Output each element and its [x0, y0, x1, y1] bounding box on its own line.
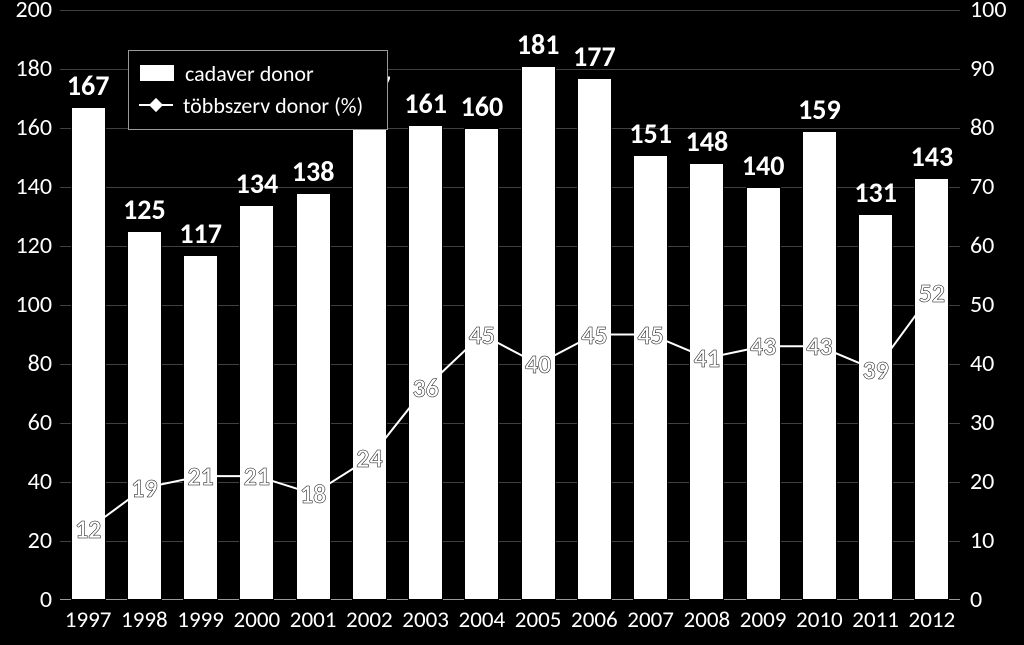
x-tick: 2011: [852, 606, 899, 634]
x-tick: 2000: [234, 606, 281, 634]
chart-legend: cadaver donor többszerv donor (%): [128, 50, 388, 130]
y-left-tick: 160: [0, 116, 52, 140]
y-right-tick: 30: [970, 411, 994, 435]
y-left-tick: 140: [0, 175, 52, 199]
x-tick: 2001: [290, 606, 337, 634]
x-tick: 2005: [515, 606, 562, 634]
y-right-tick: 50: [970, 293, 994, 317]
y-right-tick: 60: [970, 234, 994, 258]
y-left-tick: 20: [0, 529, 52, 553]
x-tick: 2008: [684, 606, 731, 634]
legend-item: cadaver donor: [139, 57, 377, 89]
donor-chart: 1671251171341381671611601811771511481401…: [0, 0, 1024, 645]
x-tick: 2010: [796, 606, 843, 634]
y-left-tick: 120: [0, 234, 52, 258]
line-value-label: 43: [750, 330, 776, 362]
x-tick: 2006: [571, 606, 618, 634]
x-tick: 2012: [909, 606, 956, 634]
y-right-tick: 80: [970, 116, 994, 140]
y-right-tick: 90: [970, 57, 994, 81]
line-value-label: 39: [862, 354, 888, 386]
line-value-label: 21: [187, 460, 213, 492]
line-value-label: 41: [694, 342, 720, 374]
legend-swatch-bar: [139, 64, 175, 82]
line-value-label: 18: [300, 478, 326, 510]
x-tick: 1998: [121, 606, 168, 634]
y-right-tick: 100: [970, 0, 1007, 22]
line-value-label: 45: [637, 319, 663, 351]
legend-label: cadaver donor: [185, 60, 314, 87]
y-right-tick: 10: [970, 529, 994, 553]
y-left-tick: 0: [0, 588, 52, 612]
line-value-label: 36: [412, 372, 438, 404]
x-tick: 2002: [346, 606, 393, 634]
line-value-label: 43: [806, 330, 832, 362]
legend-item: többszerv donor (%): [139, 89, 377, 121]
x-tick: 2009: [740, 606, 787, 634]
y-left-tick: 40: [0, 470, 52, 494]
line-value-label: 19: [131, 472, 157, 504]
line-value-label: 24: [356, 442, 382, 474]
legend-swatch-line: [139, 97, 173, 113]
legend-label: többszerv donor (%): [183, 92, 363, 119]
line-value-label: 52: [919, 277, 945, 309]
y-right-tick: 0: [970, 588, 982, 612]
y-right-tick: 70: [970, 175, 994, 199]
y-left-tick: 100: [0, 293, 52, 317]
x-tick: 2007: [627, 606, 674, 634]
line-value-label: 45: [581, 319, 607, 351]
line-value-label: 40: [525, 348, 551, 380]
y-right-tick: 20: [970, 470, 994, 494]
x-tick: 2003: [402, 606, 449, 634]
x-tick: 1997: [65, 606, 112, 634]
line-value-label: 45: [469, 319, 495, 351]
y-left-tick: 180: [0, 57, 52, 81]
line-value-label: 12: [75, 513, 101, 545]
y-left-tick: 200: [0, 0, 52, 22]
y-left-tick: 60: [0, 411, 52, 435]
x-tick: 1999: [177, 606, 224, 634]
y-left-tick: 80: [0, 352, 52, 376]
x-tick: 2004: [459, 606, 506, 634]
y-right-tick: 40: [970, 352, 994, 376]
line-value-label: 21: [244, 460, 270, 492]
